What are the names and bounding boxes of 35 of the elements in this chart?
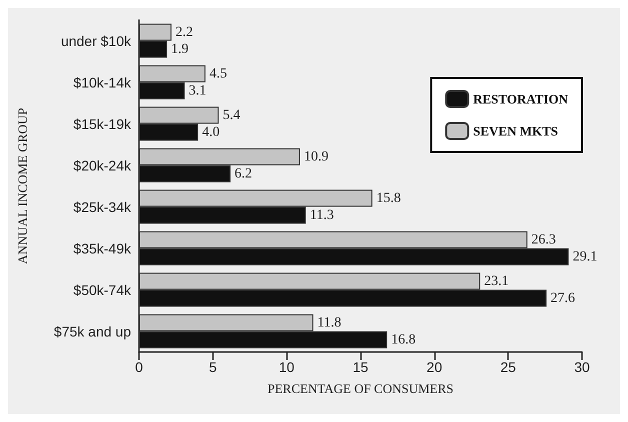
x-tick-label: 20 <box>426 359 442 375</box>
y-tick-label: $35k-49k <box>73 240 132 256</box>
y-tick-label: $15k-19k <box>73 116 132 132</box>
x-tick-label: 25 <box>500 359 516 375</box>
y-tick-label: under $10k <box>60 32 132 49</box>
x-axis-title: PERCENTAGE OF CONSUMERS <box>267 381 454 396</box>
x-tick-label: 30 <box>574 359 590 375</box>
legend-label: RESTORATION <box>473 92 569 106</box>
y-tick-label: $25k-34k <box>73 198 132 215</box>
data-label: 23.1 <box>484 274 509 289</box>
x-tick-label: 10 <box>278 359 295 375</box>
data-label: 10.9 <box>304 149 328 164</box>
y-axis-title: ANNUAL INCOME GROUP <box>15 108 30 264</box>
y-tick-label: $10k-14k <box>73 74 132 90</box>
data-label: 11.8 <box>317 315 342 330</box>
data-label: 27.6 <box>550 290 576 306</box>
data-label: 26.3 <box>531 232 556 248</box>
data-label: 2.2 <box>175 24 193 40</box>
data-label: 3.1 <box>188 83 206 98</box>
y-tick-label: $50k-74k <box>73 282 132 298</box>
data-label: 5.4 <box>222 108 240 123</box>
data-label: 29.1 <box>572 249 598 264</box>
data-label: 11.3 <box>310 208 334 223</box>
x-tick-label: 0 <box>135 359 144 375</box>
data-label: 4.5 <box>209 66 227 82</box>
data-label: 1.9 <box>171 42 189 57</box>
data-label: 6.2 <box>234 166 252 182</box>
y-tick-label: $75k and up <box>54 323 132 340</box>
y-tick-label: $20k-24k <box>73 157 132 174</box>
x-tick-label: 5 <box>208 359 217 375</box>
data-label: 15.8 <box>376 190 401 206</box>
legend-label: SEVEN MKTS <box>473 124 558 138</box>
data-label: 4.0 <box>202 124 220 140</box>
data-label: 16.8 <box>391 332 416 348</box>
x-tick-label: 15 <box>352 359 368 375</box>
